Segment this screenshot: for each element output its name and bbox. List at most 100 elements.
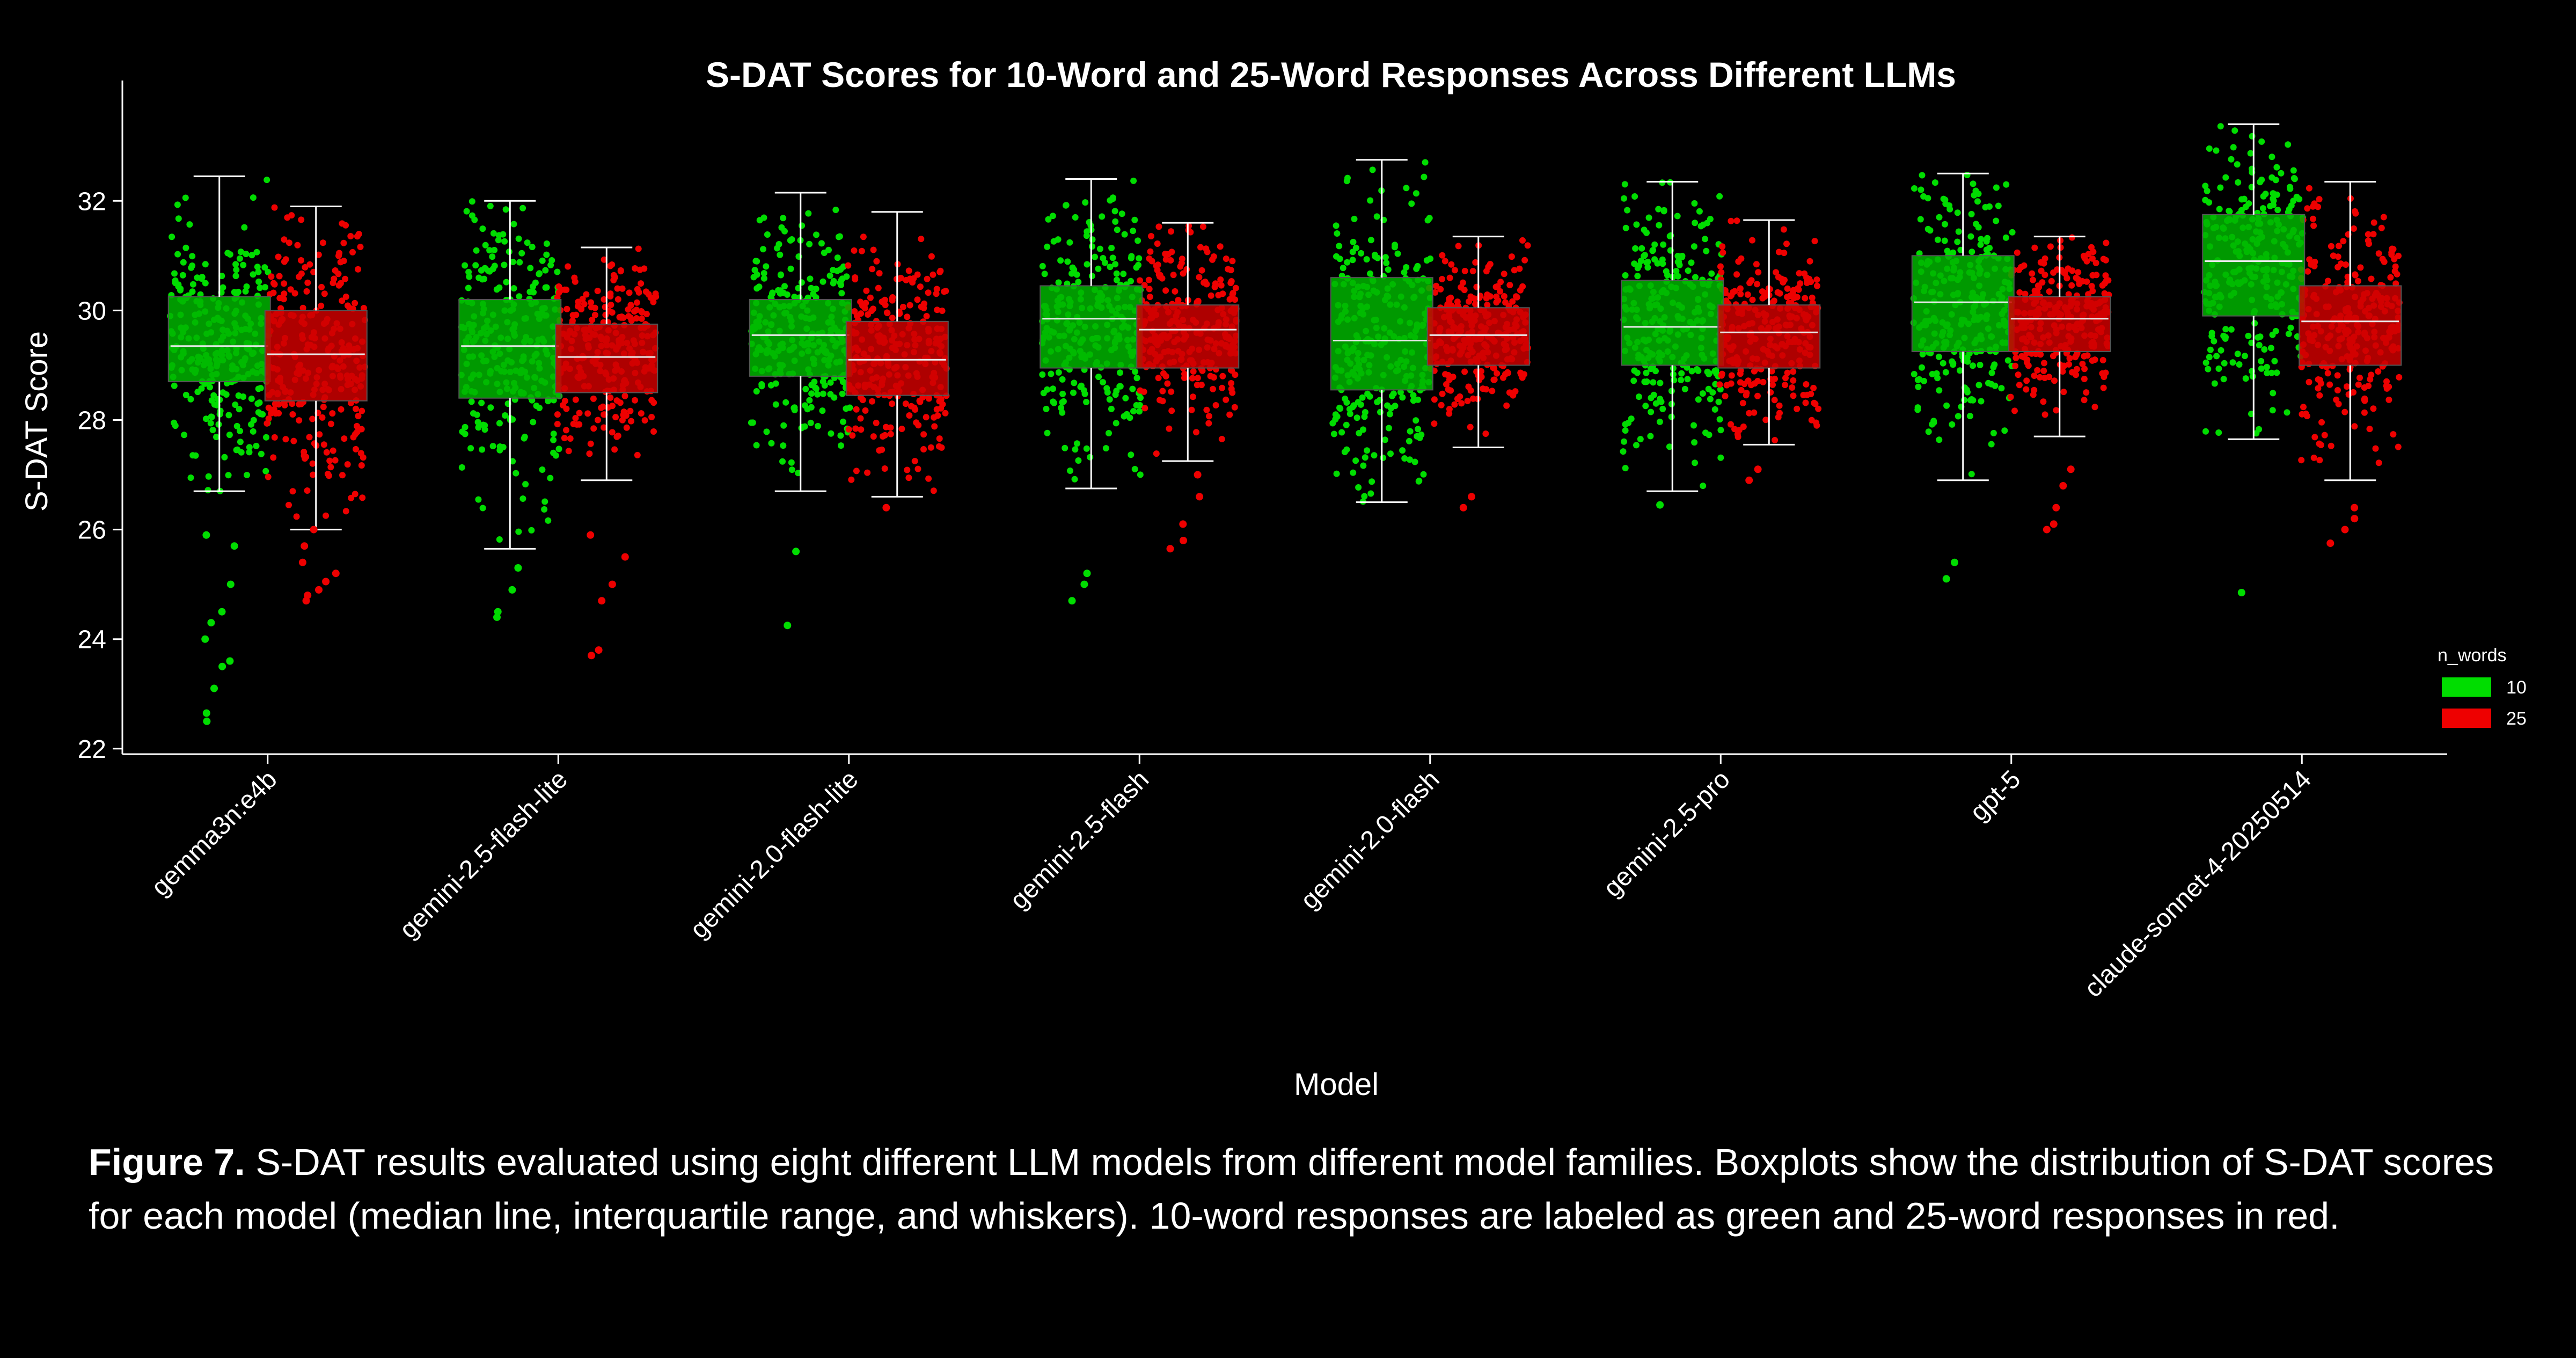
jitter-point xyxy=(545,398,552,405)
jitter-point xyxy=(1219,290,1226,297)
jitter-point xyxy=(1166,425,1173,432)
jitter-point xyxy=(496,420,503,427)
jitter-point xyxy=(782,399,789,406)
jitter-point xyxy=(495,237,502,244)
jitter-point xyxy=(576,410,583,417)
jitter-point xyxy=(912,406,919,413)
jitter-point xyxy=(1095,374,1102,381)
jitter-point xyxy=(2081,397,2088,404)
jitter-point xyxy=(237,249,244,255)
jitter-point xyxy=(306,261,313,268)
jitter-point xyxy=(2083,258,2090,265)
outlier-point xyxy=(1179,520,1187,528)
jitter-point xyxy=(1737,290,1744,297)
outlier-point xyxy=(1656,501,1664,509)
jitter-point xyxy=(2271,357,2278,364)
jitter-point xyxy=(2269,407,2276,414)
jitter-point xyxy=(342,275,349,282)
jitter-point xyxy=(1431,396,1438,403)
jitter-point xyxy=(215,396,222,403)
jitter-point xyxy=(1716,416,1723,423)
jitter-point xyxy=(2018,353,2025,360)
jitter-point xyxy=(1088,273,1095,280)
y-tick-label: 32 xyxy=(78,187,106,216)
jitter-point xyxy=(590,425,597,432)
jitter-point xyxy=(2375,250,2382,257)
jitter-point xyxy=(2290,198,2297,205)
jitter-point xyxy=(939,308,946,314)
jitter-point xyxy=(1155,223,1162,230)
jitter-point xyxy=(618,313,625,320)
jitter-point xyxy=(2202,359,2209,366)
jitter-point xyxy=(1800,392,1807,398)
jitter-point xyxy=(1422,159,1429,166)
outlier-point xyxy=(304,592,312,600)
jitter-point xyxy=(1045,216,1052,223)
jitter-point xyxy=(1048,370,1055,377)
jitter-point xyxy=(1147,248,1154,255)
jitter-point xyxy=(1099,213,1106,220)
jitter-point xyxy=(788,466,795,473)
jitter-point xyxy=(2324,278,2331,284)
jitter-point xyxy=(242,288,249,295)
jitter-point xyxy=(1920,193,1927,200)
jitter-point xyxy=(1978,236,1985,243)
jitter-point xyxy=(609,429,616,436)
jitter-point xyxy=(2328,243,2334,250)
jitter-point xyxy=(1112,218,1119,225)
jitter-point xyxy=(752,258,759,265)
jitter-point xyxy=(2357,264,2364,271)
jitter-point xyxy=(1136,255,1143,262)
jitter-point xyxy=(513,470,519,477)
jitter-point xyxy=(335,252,342,259)
jitter-point xyxy=(923,414,930,421)
outlier-point xyxy=(508,586,516,594)
jitter-point xyxy=(859,397,866,404)
jitter-point xyxy=(869,266,876,273)
jitter-point xyxy=(1232,284,1239,291)
jitter-point xyxy=(2368,275,2375,282)
jitter-point xyxy=(299,304,306,311)
jitter-point xyxy=(1642,403,1649,410)
jitter-point xyxy=(1458,400,1465,407)
jitter-point xyxy=(1707,396,1714,403)
jitter-point xyxy=(1919,172,1926,179)
jitter-point xyxy=(1735,434,1741,440)
jitter-point xyxy=(1638,245,1645,252)
jitter-point xyxy=(1961,397,1968,404)
jitter-point xyxy=(1443,381,1450,388)
jitter-point xyxy=(787,265,794,272)
jitter-point xyxy=(2298,457,2305,464)
jitter-point xyxy=(224,250,231,257)
jitter-point xyxy=(777,290,784,297)
jitter-point xyxy=(1467,293,1474,300)
jitter-point xyxy=(1622,427,1629,434)
jitter-point xyxy=(255,278,262,285)
jitter-point xyxy=(1189,393,1196,400)
jitter-point xyxy=(1225,266,1232,273)
jitter-point xyxy=(1421,173,1428,180)
jitter-point xyxy=(1162,287,1169,294)
jitter-point xyxy=(1802,399,1809,406)
jitter-point xyxy=(2306,256,2313,263)
figure-caption: Figure 7. S-DAT results evaluated using … xyxy=(89,1135,2536,1243)
outlier-point xyxy=(2326,539,2334,547)
jitter-point xyxy=(1120,271,1127,278)
jitter-point xyxy=(1806,258,1813,265)
jitter-point xyxy=(936,435,943,442)
jitter-point xyxy=(1439,252,1446,259)
jitter-point xyxy=(2365,231,2372,238)
jitter-point xyxy=(772,380,779,387)
jitter-point xyxy=(1381,436,1388,443)
jitter-point xyxy=(207,384,213,391)
jitter-point xyxy=(1386,411,1393,418)
jitter-point xyxy=(2285,141,2292,148)
jitter-point xyxy=(1660,208,1667,215)
jitter-point xyxy=(329,410,336,417)
jitter-point xyxy=(2059,368,2066,375)
jitter-point xyxy=(1394,250,1401,257)
jitter-point xyxy=(1397,389,1404,396)
jitter-point xyxy=(2366,426,2373,433)
jitter-point xyxy=(1153,450,1160,457)
jitter-point xyxy=(309,415,316,422)
